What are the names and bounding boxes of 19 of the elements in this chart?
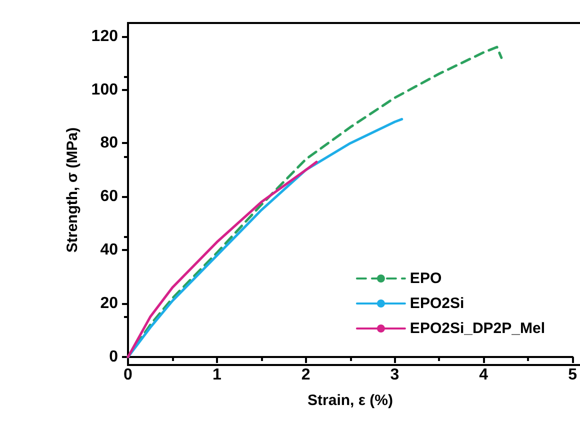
line-series [126, 160, 318, 358]
x-tick-label: 5 [568, 366, 578, 384]
y-tick-label: 100 [91, 81, 118, 98]
y-tick-label: 80 [100, 134, 118, 152]
legend-label: EPO [410, 270, 442, 287]
y-axis-title: Strength, σ (MPa) [64, 127, 81, 253]
x-tick-label: 0 [124, 366, 133, 384]
y-tick-label: 20 [100, 295, 118, 312]
x-tick-label: 1 [212, 366, 222, 384]
x-tick-label: 3 [390, 366, 400, 384]
y-tick-label: 120 [91, 28, 118, 45]
legend-label: EPO2Si [410, 295, 464, 312]
x-axis-title: Strain, ε (%) [308, 392, 394, 409]
y-tick-label: 0 [109, 348, 118, 366]
x-tick-label: 4 [479, 366, 488, 384]
y-tick-label: 60 [100, 188, 118, 206]
y-tick-label: 40 [100, 242, 118, 259]
x-tick-label: 2 [301, 366, 310, 384]
legend-label: EPO2Si_DP2P_Mel [410, 320, 546, 337]
